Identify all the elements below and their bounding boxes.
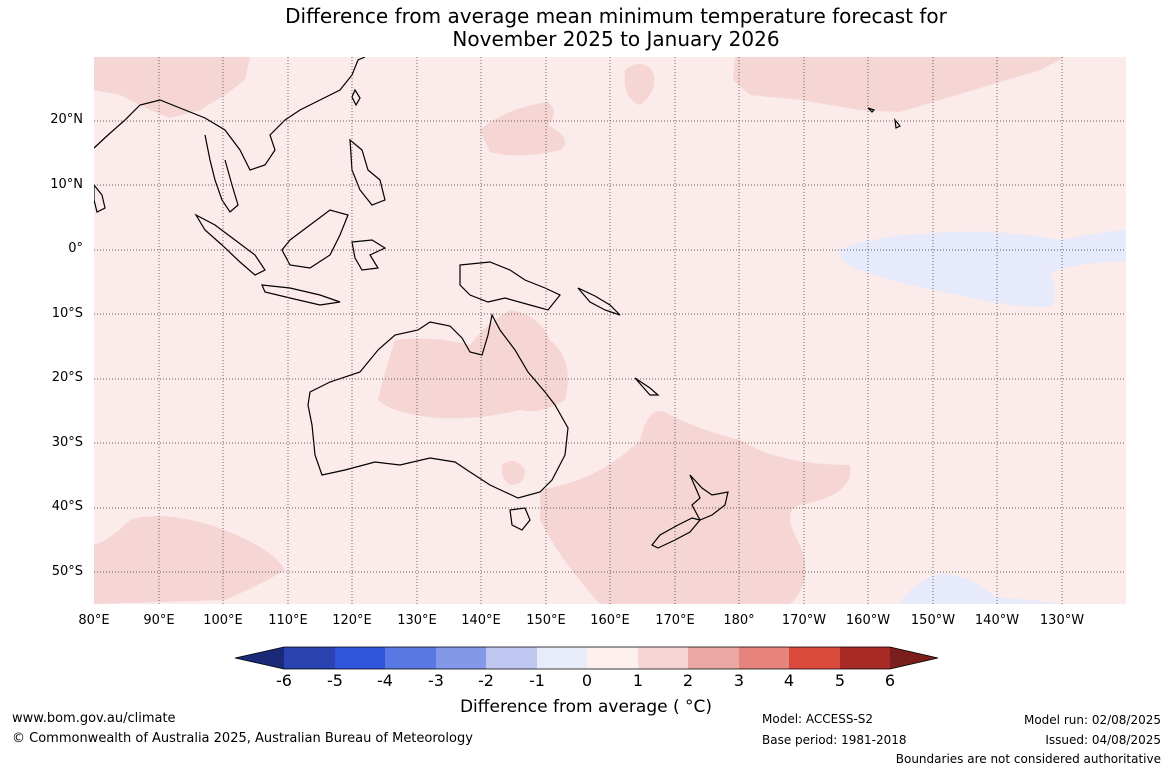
colorbar-tick: -2 — [478, 671, 494, 690]
se-asia-coastline — [94, 57, 366, 213]
cool-region-southeast-pacific — [900, 574, 1065, 604]
colorbar-bin — [335, 647, 385, 669]
footer-issued: Issued: 04/08/2025 — [1045, 733, 1161, 747]
colorbar-extend-right — [890, 647, 938, 669]
colorbar-bin — [840, 647, 890, 669]
colorbar-tick: 0 — [581, 671, 593, 690]
colorbar-tick: -4 — [377, 671, 393, 690]
lon-label: 90°E — [143, 613, 175, 628]
lat-label-30s: 30°S — [51, 435, 83, 450]
lon-label: 130°W — [1039, 613, 1085, 628]
lon-label: 80°E — [78, 613, 110, 628]
map-title-line1: Difference from average mean minimum tem… — [285, 4, 947, 28]
sri-lanka-coastline — [94, 184, 106, 213]
anomaly-regions — [94, 57, 1126, 604]
philippines-coastline — [349, 138, 386, 206]
lon-label: 130°E — [397, 613, 437, 628]
warm-region-asia — [94, 57, 250, 118]
lat-label-20n: 20°N — [50, 112, 83, 127]
new-zealand-south-coastline — [651, 517, 702, 549]
lon-label: 140°E — [461, 613, 501, 628]
colorbar-bin — [688, 647, 739, 669]
warm-region-south-indian — [94, 516, 285, 604]
colorbar-tick: -6 — [276, 671, 292, 690]
footer-copyright: © Commonwealth of Australia 2025, Austra… — [12, 731, 473, 746]
lon-label: 110°E — [268, 613, 308, 628]
colorbar-tick: 3 — [733, 671, 745, 690]
colorbar-tick: -5 — [327, 671, 343, 690]
colorbar-bin — [486, 647, 537, 669]
warm-region-small-2 — [480, 102, 566, 156]
solomon-islands-coastline — [577, 287, 621, 316]
lon-label: 120°E — [332, 613, 372, 628]
new-guinea-coastline — [459, 261, 561, 311]
lat-label-0: 0° — [68, 241, 83, 256]
footer-model-run: Model run: 02/08/2025 — [1023, 713, 1161, 727]
hawaii-coastline — [867, 107, 901, 129]
warm-region-australia — [378, 310, 568, 419]
lon-label: 160°W — [845, 613, 891, 628]
footer-base-period: Base period: 1981-2018 — [762, 733, 907, 747]
borneo-coastline — [281, 209, 349, 269]
lon-label: 170°E — [655, 613, 695, 628]
colorbar — [234, 646, 939, 670]
cool-region-equatorial-pacific — [839, 230, 1126, 307]
lon-label: 100°E — [203, 613, 243, 628]
warm-region-bight — [501, 461, 525, 485]
lat-label-10n: 10°N — [50, 177, 83, 192]
colorbar-bin — [537, 647, 587, 669]
taiwan-coastline — [351, 88, 361, 107]
colorbar-tick: 6 — [884, 671, 896, 690]
colorbar-tick: 5 — [834, 671, 846, 690]
sumatra-coastline — [194, 213, 266, 276]
lon-label: 150°W — [910, 613, 956, 628]
lon-label: 180° — [723, 613, 755, 628]
colorbar-extend-left — [235, 647, 284, 669]
colorbar-bin — [385, 647, 436, 669]
colorbar-bin — [739, 647, 789, 669]
warm-region-small-1 — [624, 64, 655, 105]
lat-label-50s: 50°S — [51, 564, 83, 579]
warm-region-tasman — [540, 410, 851, 604]
lat-label-10s: 10°S — [51, 306, 83, 321]
new-caledonia-coastline — [634, 377, 660, 396]
footer-disclaimer: Boundaries are not considered authoritat… — [895, 752, 1161, 766]
sulawesi-coastline — [351, 239, 387, 271]
lon-label: 170°W — [781, 613, 827, 628]
tasmania-coastline — [509, 507, 531, 531]
lon-label: 150°E — [526, 613, 566, 628]
map-title-line2: November 2025 to January 2026 — [452, 27, 780, 51]
coastlines — [94, 57, 901, 549]
lon-label: 140°W — [974, 613, 1020, 628]
new-zealand-north-coastline — [689, 474, 729, 521]
colorbar-tick: -3 — [428, 671, 444, 690]
colorbar-bin — [587, 647, 638, 669]
colorbar-tick: -1 — [529, 671, 545, 690]
graticule — [94, 57, 1126, 604]
colorbar-tick: 2 — [682, 671, 694, 690]
colorbar-tick: 4 — [783, 671, 795, 690]
lat-label-20s: 20°S — [51, 370, 83, 385]
java-coastline — [261, 284, 341, 306]
australia-coastline — [307, 313, 569, 499]
lon-label: 160°E — [590, 613, 630, 628]
footer-model: Model: ACCESS-S2 — [762, 712, 874, 726]
footer-website: www.bom.gov.au/climate — [12, 711, 176, 726]
colorbar-bin — [638, 647, 688, 669]
colorbar-title: Difference from average ( °C) — [459, 697, 713, 717]
colorbar-bin — [789, 647, 840, 669]
colorbar-bin — [436, 647, 486, 669]
colorbar-bin — [284, 647, 335, 669]
colorbar-tick: 1 — [632, 671, 644, 690]
lat-label-40s: 40°S — [51, 499, 83, 514]
warm-region-north-pacific — [733, 57, 1065, 112]
